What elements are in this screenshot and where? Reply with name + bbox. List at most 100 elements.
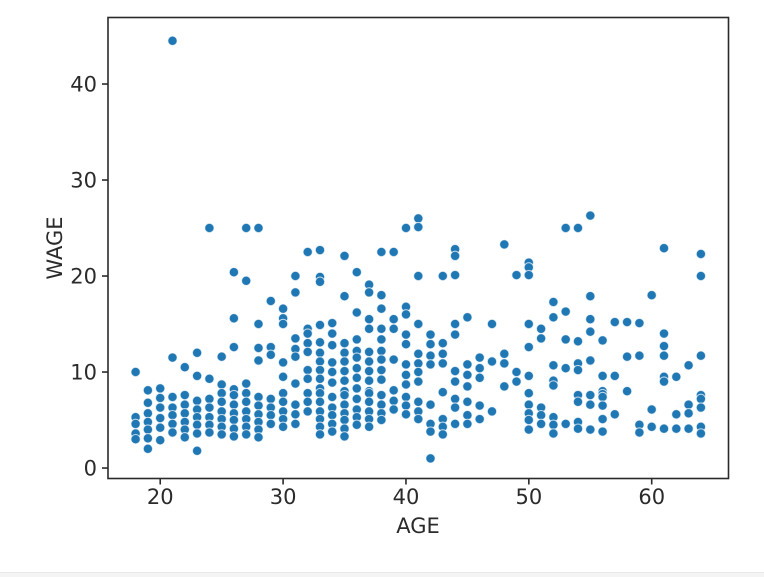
data-point	[572, 336, 584, 347]
data-point	[290, 409, 301, 420]
data-point	[523, 370, 535, 382]
data-point	[449, 250, 461, 262]
data-point	[314, 373, 326, 385]
data-point	[240, 275, 252, 287]
data-point	[326, 339, 338, 351]
data-point	[302, 373, 313, 385]
data-point	[253, 355, 264, 366]
data-point	[191, 428, 203, 439]
data-point	[253, 342, 264, 354]
data-point	[326, 377, 338, 388]
data-point	[339, 389, 350, 401]
data-point	[597, 370, 608, 382]
x-tick-label: 60	[638, 485, 665, 509]
data-point	[585, 326, 596, 337]
data-point	[240, 387, 252, 399]
data-point	[142, 408, 154, 419]
data-point	[658, 423, 670, 434]
data-point	[499, 348, 510, 360]
data-point	[339, 337, 350, 349]
data-point	[400, 379, 412, 390]
data-point	[376, 374, 387, 385]
data-point	[130, 433, 141, 445]
data-point	[191, 347, 203, 359]
data-point	[572, 396, 584, 408]
data-point	[216, 396, 227, 408]
y-tick-label: 10	[70, 361, 97, 385]
data-point	[167, 35, 178, 47]
data-point	[449, 365, 461, 377]
data-point	[585, 290, 596, 302]
data-point	[179, 361, 191, 373]
y-tick-label: 40	[70, 73, 97, 97]
data-point	[585, 399, 596, 410]
data-point	[376, 334, 387, 345]
data-point	[486, 406, 498, 417]
data-point	[240, 222, 252, 234]
data-point	[326, 317, 338, 329]
data-point	[376, 323, 387, 335]
data-point	[204, 393, 215, 405]
data-point	[351, 362, 363, 374]
data-point	[523, 387, 535, 399]
data-point	[511, 269, 522, 281]
data-point	[449, 329, 461, 340]
data-point	[314, 364, 326, 376]
data-point	[413, 376, 424, 387]
data-point	[142, 397, 154, 409]
data-point	[683, 360, 694, 371]
data-point	[462, 409, 473, 421]
data-point	[351, 383, 363, 394]
data-point	[167, 391, 178, 403]
data-point	[523, 399, 535, 410]
data-point	[437, 348, 449, 360]
data-point	[572, 222, 584, 234]
data-point	[425, 453, 436, 464]
data-point	[535, 323, 547, 335]
page-bottom-strip	[0, 572, 764, 577]
data-point	[609, 370, 621, 382]
data-point	[240, 378, 252, 389]
data-point	[363, 387, 375, 399]
data-point	[326, 391, 338, 403]
data-point	[326, 409, 338, 421]
data-point	[413, 221, 424, 233]
data-point	[437, 270, 449, 282]
data-point	[671, 371, 682, 383]
data-point	[179, 399, 191, 410]
data-point	[167, 409, 178, 421]
data-point	[413, 348, 424, 360]
data-point	[425, 359, 436, 370]
data-point	[560, 362, 571, 374]
data-point	[646, 404, 657, 415]
data-point	[167, 418, 178, 430]
data-point	[499, 239, 510, 250]
data-point	[277, 318, 289, 330]
data-point	[265, 418, 277, 430]
data-point	[499, 381, 510, 392]
data-point	[363, 421, 375, 433]
data-point	[449, 376, 461, 387]
data-point	[437, 386, 449, 398]
data-point	[400, 309, 412, 320]
data-point	[204, 402, 215, 413]
data-point	[302, 346, 313, 358]
data-point	[413, 396, 424, 408]
data-point	[130, 366, 141, 378]
data-point	[339, 347, 350, 359]
data-point	[376, 289, 387, 301]
data-point	[167, 427, 178, 438]
data-point	[179, 389, 191, 401]
data-point	[240, 396, 252, 408]
data-point	[302, 328, 313, 339]
data-point	[363, 356, 375, 367]
data-point	[535, 418, 547, 430]
data-point	[216, 429, 227, 440]
data-point	[339, 414, 350, 426]
data-point	[290, 418, 301, 430]
data-point	[351, 419, 363, 431]
data-point	[351, 266, 363, 278]
data-point	[437, 337, 449, 349]
data-point	[474, 413, 485, 425]
